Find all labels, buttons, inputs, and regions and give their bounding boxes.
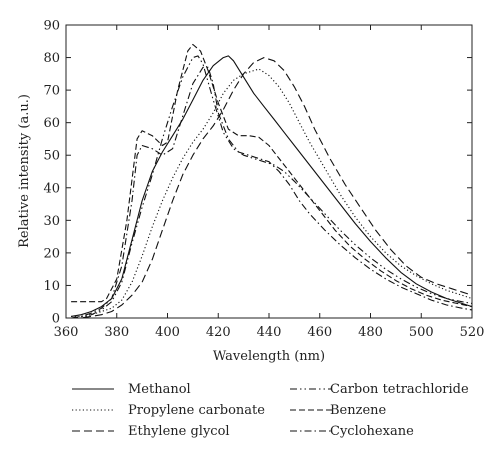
y-axis-label: Relative intensity (a.u.) xyxy=(17,94,32,248)
series-line-propylene-carbonate xyxy=(71,68,473,317)
legend-label: Carbon tetrachloride xyxy=(330,382,469,397)
legend-label: Benzene xyxy=(330,403,387,418)
x-tick-label: 520 xyxy=(460,325,485,340)
series-line-ethylene-glycol xyxy=(71,57,473,319)
x-tick-label: 460 xyxy=(307,325,332,340)
x-axis-label: Wavelength (nm) xyxy=(213,349,325,364)
y-tick-label: 40 xyxy=(43,181,60,196)
legend-label: Cyclohexane xyxy=(330,424,414,439)
y-tick-label: 20 xyxy=(43,246,60,261)
y-tick-label: 30 xyxy=(43,214,60,229)
y-tick-label: 90 xyxy=(43,19,60,34)
legend: Methanol Propylene carbonate Ethylene glyc… xyxy=(72,382,469,439)
series-lines xyxy=(71,43,473,319)
x-tick-label: 420 xyxy=(206,325,231,340)
x-tick-label: 480 xyxy=(358,325,383,340)
y-tick-label: 10 xyxy=(43,279,60,294)
plot-frame xyxy=(65,24,473,319)
x-tick-label: 380 xyxy=(104,325,129,340)
y-tick-label: 50 xyxy=(43,149,60,164)
series-line-benzene xyxy=(71,43,473,308)
x-tick-label: 400 xyxy=(155,325,180,340)
series-line-methanol xyxy=(71,55,473,317)
legend-label: Propylene carbonate xyxy=(128,403,265,418)
series-line-carbon-tetrachloride xyxy=(71,55,473,319)
axis-ticks: 360 380 400 420 440 460 480 500 520 0 10 20 30 40 50 60… xyxy=(43,19,484,341)
y-tick-label: 80 xyxy=(43,51,60,66)
y-tick-label: 60 xyxy=(43,116,60,131)
y-tick-label: 0 xyxy=(52,312,60,327)
y-tick-label: 70 xyxy=(43,84,60,99)
x-tick-label: 440 xyxy=(257,325,282,340)
x-tick-label: 360 xyxy=(54,325,79,340)
legend-label: Methanol xyxy=(128,382,191,397)
legend-label: Ethylene glycol xyxy=(128,424,230,439)
x-tick-label: 500 xyxy=(409,325,434,340)
